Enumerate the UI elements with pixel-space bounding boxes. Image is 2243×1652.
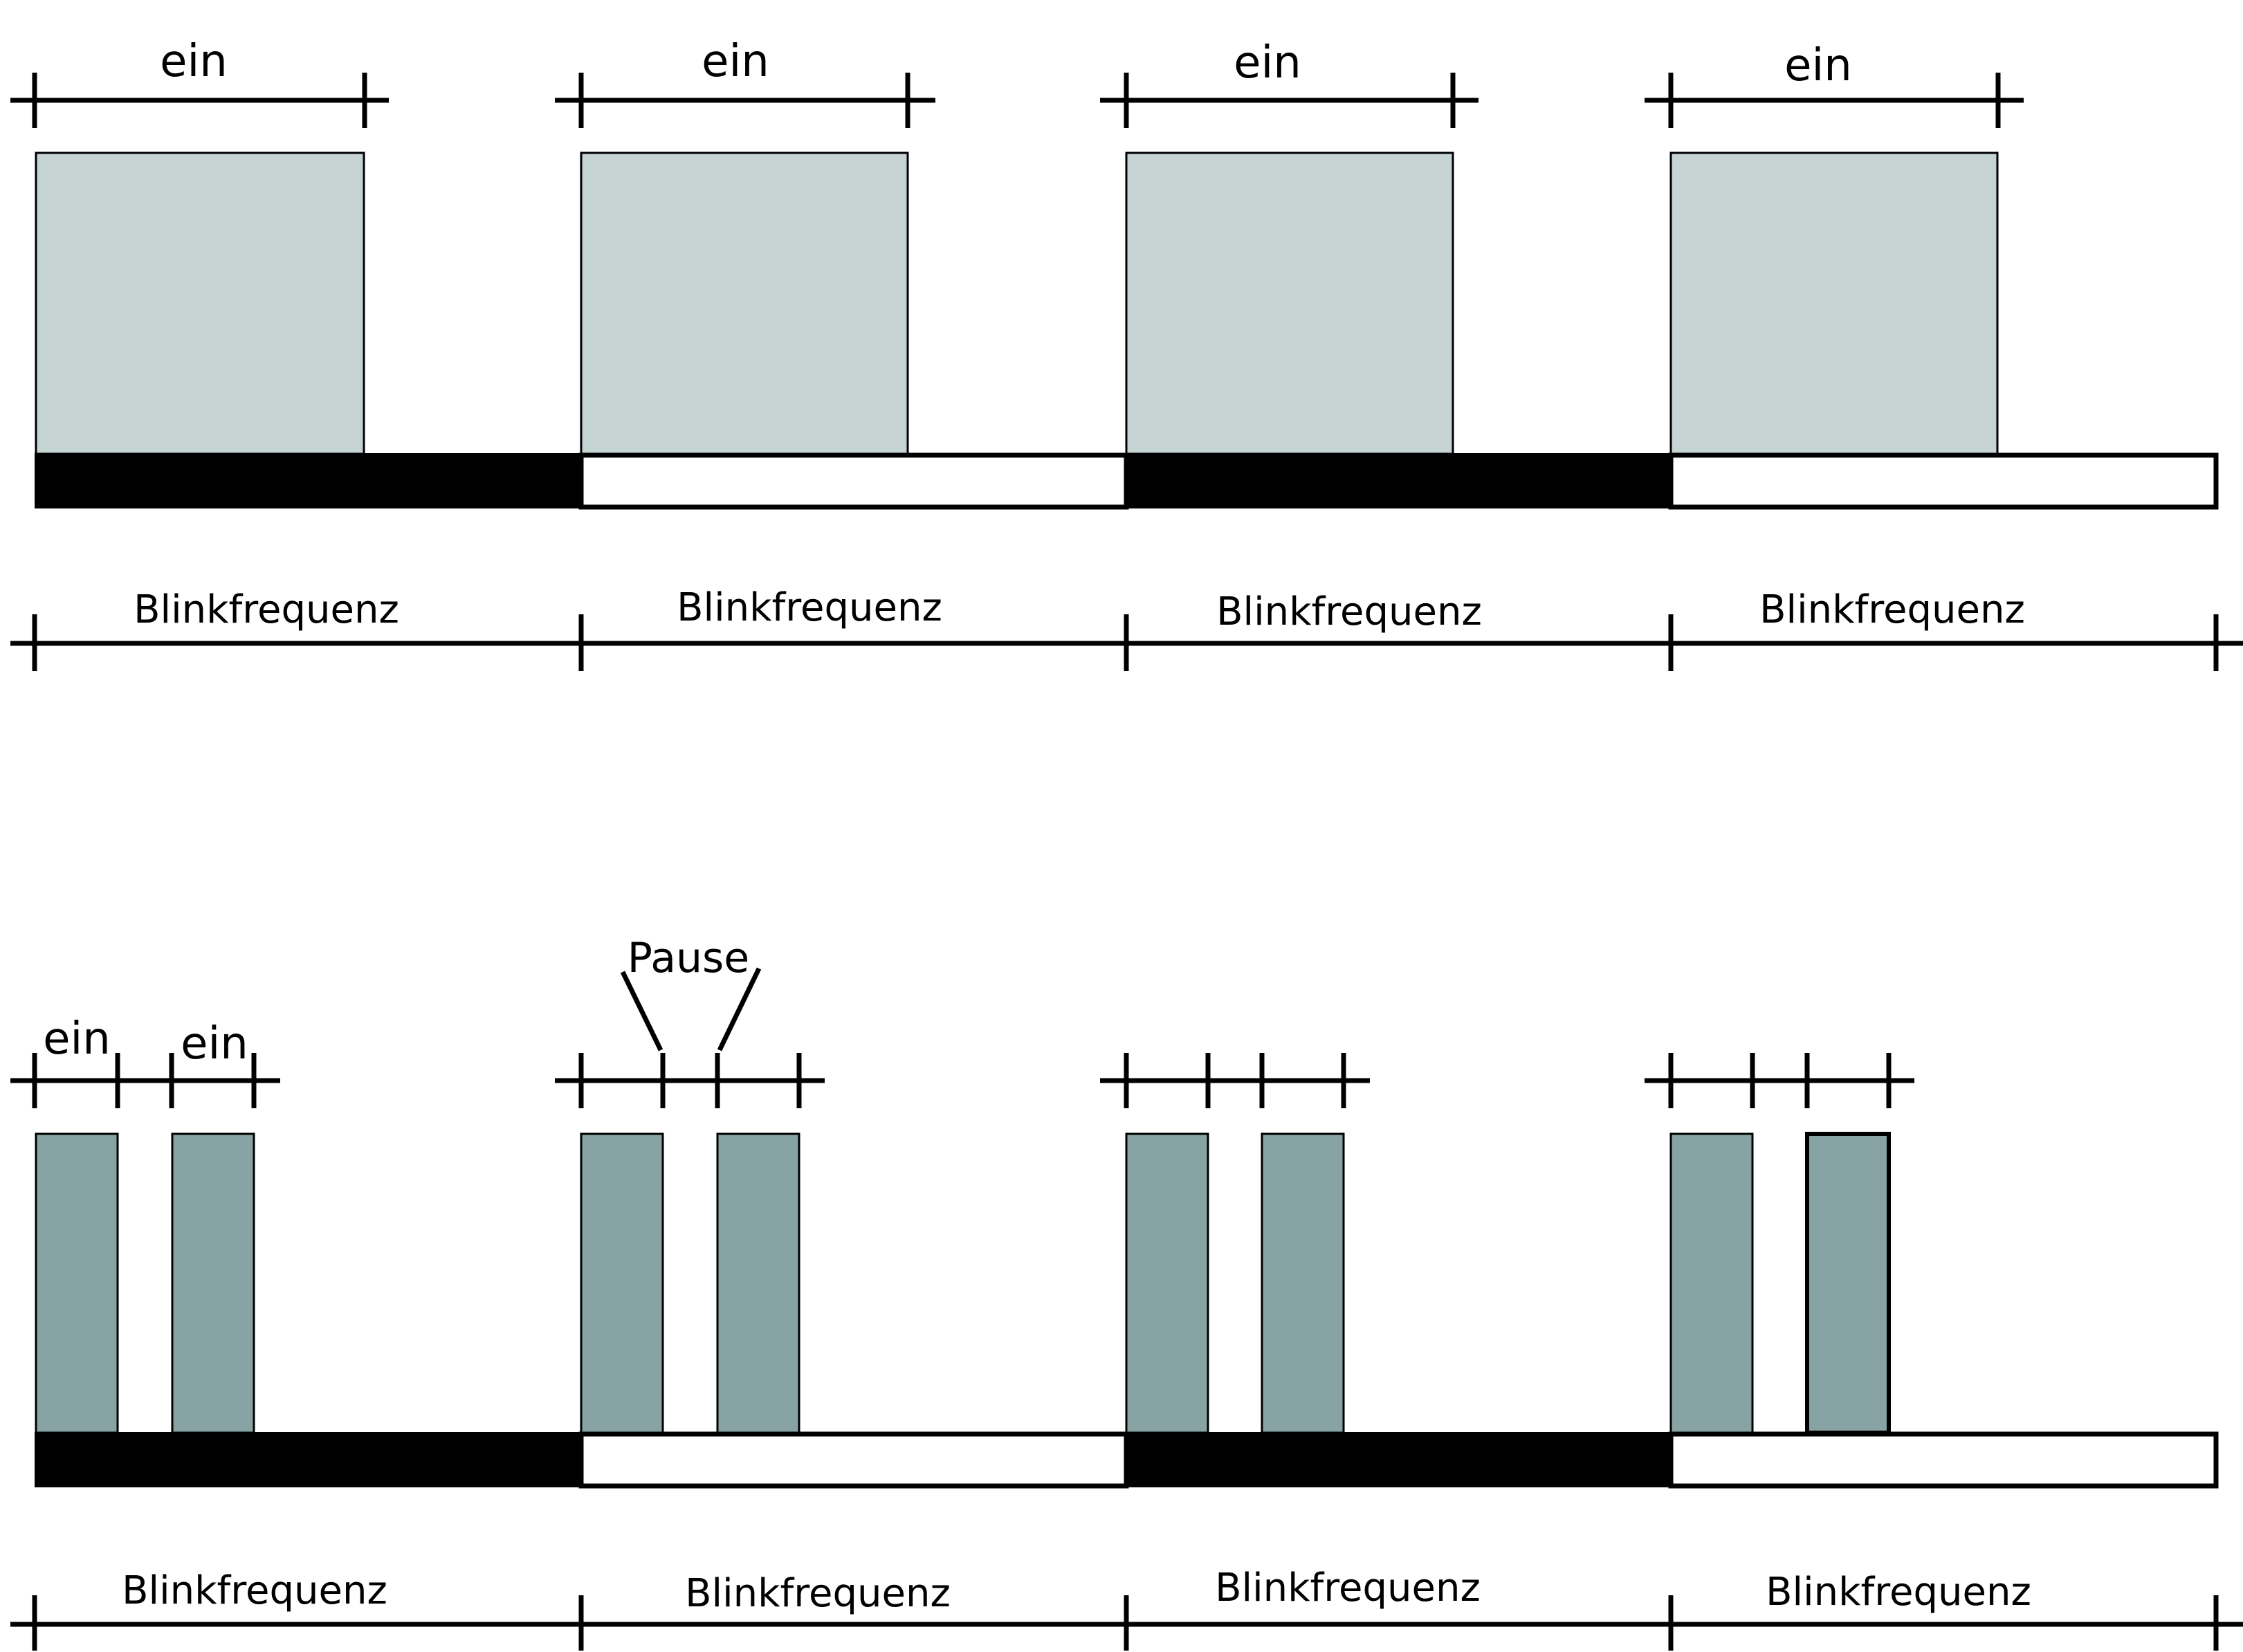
- bottom-frequency-label: Blinkfrequenz: [122, 1568, 387, 1613]
- bottom-pulse: [1125, 1132, 1209, 1434]
- bottom-on-label: ein: [43, 1013, 111, 1065]
- bottom-period-bar: [35, 1431, 2219, 1489]
- bottom-frequency-ruler: Blinkfrequenz Blinkfrequenz Blinkfrequen…: [10, 1566, 2243, 1651]
- bar-segment-light: [578, 452, 1129, 510]
- top-frequency-label: Blinkfrequenz: [1216, 589, 1482, 634]
- top-period-bar: [35, 452, 2219, 510]
- bottom-frequency-label: Blinkfrequenz: [1215, 1566, 1481, 1610]
- bottom-marker-4: [1645, 1053, 1914, 1108]
- bar-segment-light: [578, 1431, 1129, 1489]
- bottom-pulse: [35, 1132, 119, 1434]
- bottom-pulse: [716, 1132, 800, 1434]
- top-frequency-label: Blinkfrequenz: [677, 585, 942, 630]
- top-pulse: [1125, 152, 1454, 455]
- bar-segment-dark: [1126, 1432, 1671, 1487]
- bottom-pulse: [1261, 1132, 1345, 1434]
- bottom-pulse: [171, 1132, 255, 1434]
- bottom-on-marker-1: ein ein: [10, 1013, 280, 1108]
- top-pulse: [1669, 152, 1999, 455]
- bottom-diagram: ein ein Pause: [10, 934, 2243, 1651]
- top-diagram: ein ein ein ein: [10, 36, 2243, 671]
- top-on-marker-2: ein: [555, 36, 935, 128]
- top-frequency-ruler: Blinkfrequenz Blinkfrequenz Blinkfrequen…: [10, 585, 2243, 671]
- top-on-marker-4: ein: [1645, 40, 2024, 128]
- top-frequency-label: Blinkfrequenz: [1759, 587, 2025, 632]
- top-frequency-label: Blinkfrequenz: [134, 587, 399, 632]
- bottom-pause-marker: Pause: [555, 934, 825, 1108]
- bottom-frequency-label: Blinkfrequenz: [685, 1571, 951, 1616]
- top-on-label: ein: [160, 36, 228, 87]
- top-pulse: [580, 152, 909, 455]
- pause-label: Pause: [628, 934, 749, 982]
- top-on-label: ein: [702, 36, 769, 87]
- bar-segment-dark: [35, 1432, 581, 1487]
- bar-segment-dark: [1126, 453, 1671, 508]
- bottom-marker-3: [1100, 1053, 1370, 1108]
- bottom-pulse: [1805, 1132, 1891, 1435]
- top-on-label: ein: [1234, 37, 1301, 89]
- bottom-on-label: ein: [181, 1018, 248, 1070]
- bar-segment-dark: [35, 453, 581, 508]
- top-pulse: [35, 152, 365, 455]
- bar-segment-light: [1668, 452, 2219, 510]
- top-on-marker-1: ein: [10, 36, 389, 128]
- bottom-frequency-label: Blinkfrequenz: [1766, 1570, 2031, 1615]
- bottom-pulse: [1669, 1132, 1754, 1434]
- bottom-pulse: [580, 1132, 664, 1434]
- bar-segment-light: [1668, 1431, 2219, 1489]
- top-on-marker-3: ein: [1100, 37, 1478, 128]
- top-on-label: ein: [1784, 40, 1852, 91]
